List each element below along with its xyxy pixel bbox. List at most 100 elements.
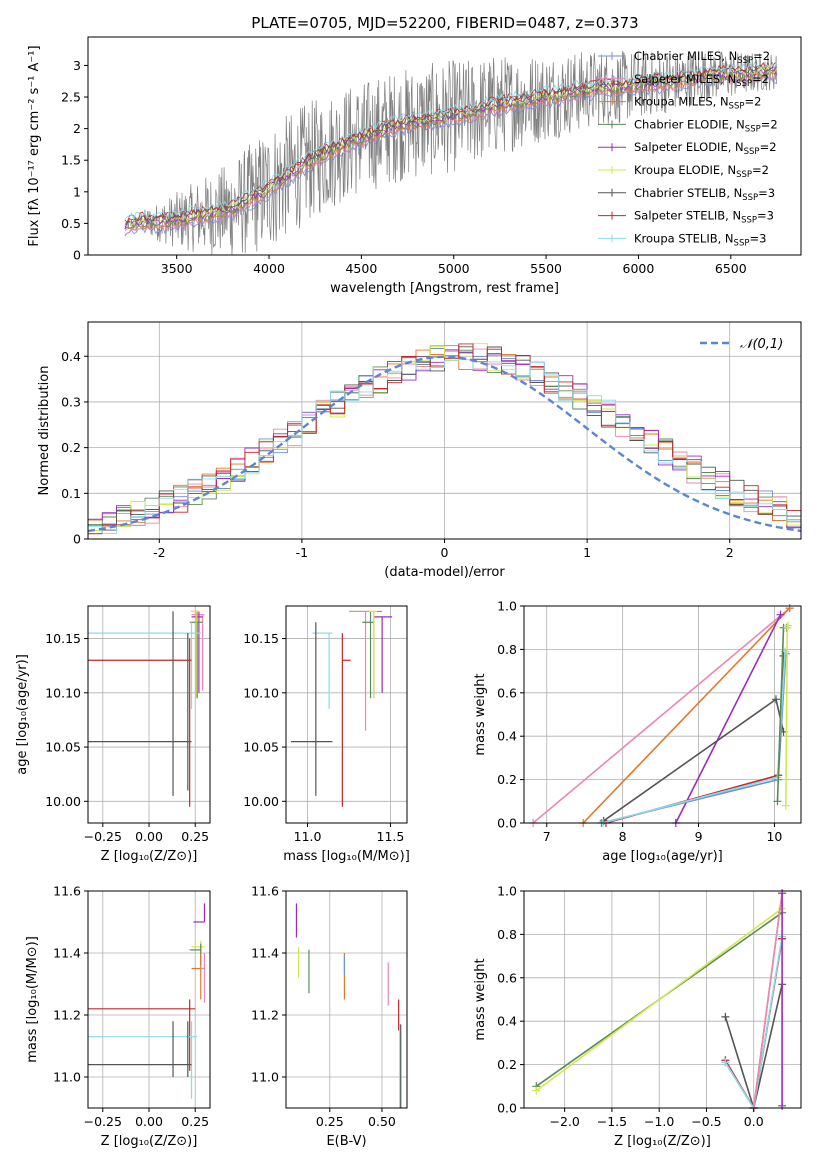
legend-label: Chabrier STELIB, NSSP=3	[634, 186, 775, 203]
x-tick-label: 7	[543, 829, 551, 844]
legend-label: Salpeter STELIB, NSSP=3	[634, 209, 774, 226]
y-tick-label: 2.5	[61, 90, 81, 105]
weight-point-marker	[779, 651, 788, 660]
weight-series-line	[675, 614, 782, 824]
weight-point-marker	[721, 1012, 730, 1021]
legend-label: Salpeter ELODIE, NSSP=2	[634, 140, 777, 157]
y-axis-label: mass weight	[473, 673, 488, 755]
y-tick-label: 10.00	[45, 794, 81, 809]
legend-label: Kroupa STELIB, NSSP=3	[634, 231, 766, 248]
weight-series-line	[535, 907, 783, 1092]
weight-series-line	[752, 893, 783, 1109]
weight-point-marker	[532, 1086, 541, 1095]
spectrum-model-line	[124, 76, 777, 237]
y-tick-label: 11.6	[251, 884, 279, 899]
x-tick-label: 2	[726, 545, 734, 560]
y-axis-label: mass weight	[473, 958, 488, 1040]
y-tick-label: 0.6	[497, 685, 517, 700]
y-tick-label: 11.2	[251, 1008, 279, 1023]
normal-reference-curve	[87, 355, 802, 533]
age-vs-mass-plot: 11.0 11.5 10.00 10.05 10.10 10.15 mass [log₁₀(…	[243, 605, 410, 864]
legend-label: Chabrier ELODIE, NSSP=2	[634, 117, 778, 134]
x-tick-label: 6500	[715, 261, 747, 276]
figure-title: PLATE=0705, MJD=52200, FIBERID=0487, z=0…	[251, 14, 638, 32]
y-tick-label: 11.0	[53, 1070, 81, 1085]
weight-point-marker	[781, 801, 790, 810]
y-tick-label: 11.4	[251, 946, 279, 961]
x-tick-label: −1.0	[644, 1114, 674, 1129]
y-tick-label: 10.10	[243, 685, 279, 700]
axes-frame	[285, 890, 408, 1109]
y-tick-label: 0.2	[61, 440, 81, 455]
x-axis-label: E(B-V)	[326, 1134, 366, 1149]
y-tick-label: 1.0	[497, 884, 517, 899]
y-tick-label: 0.4	[497, 1014, 517, 1029]
axes-frame	[285, 605, 408, 824]
x-tick-label: 5500	[530, 261, 562, 276]
legend-label: Salpeter MILES, NSSP=2	[634, 72, 769, 89]
plots-layer: 3500 4000 4500 5000 5500 6000 650000.511.522.5…	[15, 36, 802, 1149]
weight-series-line	[582, 607, 791, 824]
y-tick-label: 10.10	[45, 685, 81, 700]
x-tick-label: 5000	[438, 261, 470, 276]
mass-weight-vs-age-plot: 7 8 9 10 0.0 0.2 0.4 0.6 0.8 1.0 age [log₁₀(age/yr…	[473, 599, 802, 864]
y-tick-label: 0.2	[497, 1057, 517, 1072]
y-tick-label: 2	[73, 121, 81, 136]
mass-weight-vs-Z-plot: −2.0 −1.5 −1.0 −0.5 0.0 0.0 0.2 0.4 0.6 0.8 1.0 Z […	[473, 884, 802, 1149]
y-axis-label: Flux [fλ 10⁻¹⁷ erg cm⁻² s⁻¹ A⁻¹]	[27, 45, 42, 246]
errorbar-layer	[88, 903, 206, 1099]
y-tick-label: 11.4	[53, 946, 81, 961]
mass-vs-EBV-plot: 0.25 0.50 11.0 11.2 11.4 11.6 E(B-V)	[251, 884, 408, 1149]
y-tick-label: 0.3	[61, 394, 81, 409]
errorbar-layer	[88, 610, 205, 807]
y-tick-label: 11.6	[53, 884, 81, 899]
x-tick-label: 10	[766, 829, 782, 844]
legend-label: Chabrier MILES, NSSP=2	[634, 49, 770, 66]
legend-label: Kroupa ELODIE, NSSP=2	[634, 163, 769, 180]
x-tick-label: −0.25	[84, 1114, 122, 1129]
x-tick-label: 0.00	[135, 1114, 163, 1129]
x-tick-label: −1.5	[597, 1114, 627, 1129]
errorbar-layer	[295, 903, 402, 1108]
spectrum-model-line	[124, 73, 777, 236]
spectrum-model-line	[124, 60, 778, 221]
x-tick-label: 11.5	[377, 829, 405, 844]
y-tick-label: 10.05	[243, 740, 279, 755]
weight-series-line	[532, 607, 791, 824]
x-axis-label: mass [log₁₀(M/M⊙)]	[283, 849, 410, 864]
x-axis-label: age [log₁₀(age/yr)]	[602, 849, 723, 864]
y-tick-label: 0.5	[61, 216, 81, 231]
mass-vs-Z-plot: −0.25 0.00 0.25 11.0 11.2 11.4 11.6 Z [log₁₀(Z/…	[25, 884, 211, 1149]
x-axis-label: Z [log₁₀(Z/Z⊙)]	[101, 1134, 198, 1149]
errorbar-layer	[290, 610, 393, 807]
y-tick-label: 1.5	[61, 153, 81, 168]
weight-point-marker	[776, 610, 785, 619]
spectrum-plot: 3500 4000 4500 5000 5500 6000 6500 0 0.5 1 1.5 2 2.5…	[27, 36, 802, 296]
spectrum-model-line	[124, 64, 777, 225]
y-tick-label: 11.0	[251, 1070, 279, 1085]
spectrum-model-line	[124, 71, 777, 231]
weight-point-marker	[721, 1058, 730, 1067]
y-axis-label: age [log₁₀(age/yr)]	[15, 654, 30, 775]
y-tick-label: 0.8	[497, 642, 517, 657]
x-tick-label: −0.5	[691, 1114, 721, 1129]
y-tick-label: 0.1	[61, 486, 81, 501]
y-tick-label: 0	[73, 532, 81, 547]
x-tick-label: 0.50	[368, 1114, 396, 1129]
x-axis-label: wavelength [Angstrom, rest frame]	[330, 281, 559, 296]
y-tick-label: 10.15	[243, 631, 279, 646]
x-tick-label: 9	[695, 829, 703, 844]
age-vs-Z-plot: −0.25 0.00 0.25 10.00 10.05 10.10 10.15 Z [log₁…	[15, 605, 211, 864]
x-tick-label: 0	[441, 545, 449, 560]
y-tick-label: 1.0	[497, 599, 517, 614]
spectrum-model-line	[124, 67, 778, 230]
axes-frame	[523, 605, 802, 824]
y-tick-label: 0.2	[497, 772, 517, 787]
x-tick-label: 0.25	[181, 1114, 209, 1129]
x-tick-label: 0.25	[181, 829, 209, 844]
spectrum-legend: Chabrier MILES, NSSP=2 Salpeter MILES, NS…	[598, 49, 778, 248]
weight-point-marker	[771, 695, 780, 704]
x-tick-label: 0.25	[316, 1114, 344, 1129]
axes-frame	[523, 890, 802, 1109]
